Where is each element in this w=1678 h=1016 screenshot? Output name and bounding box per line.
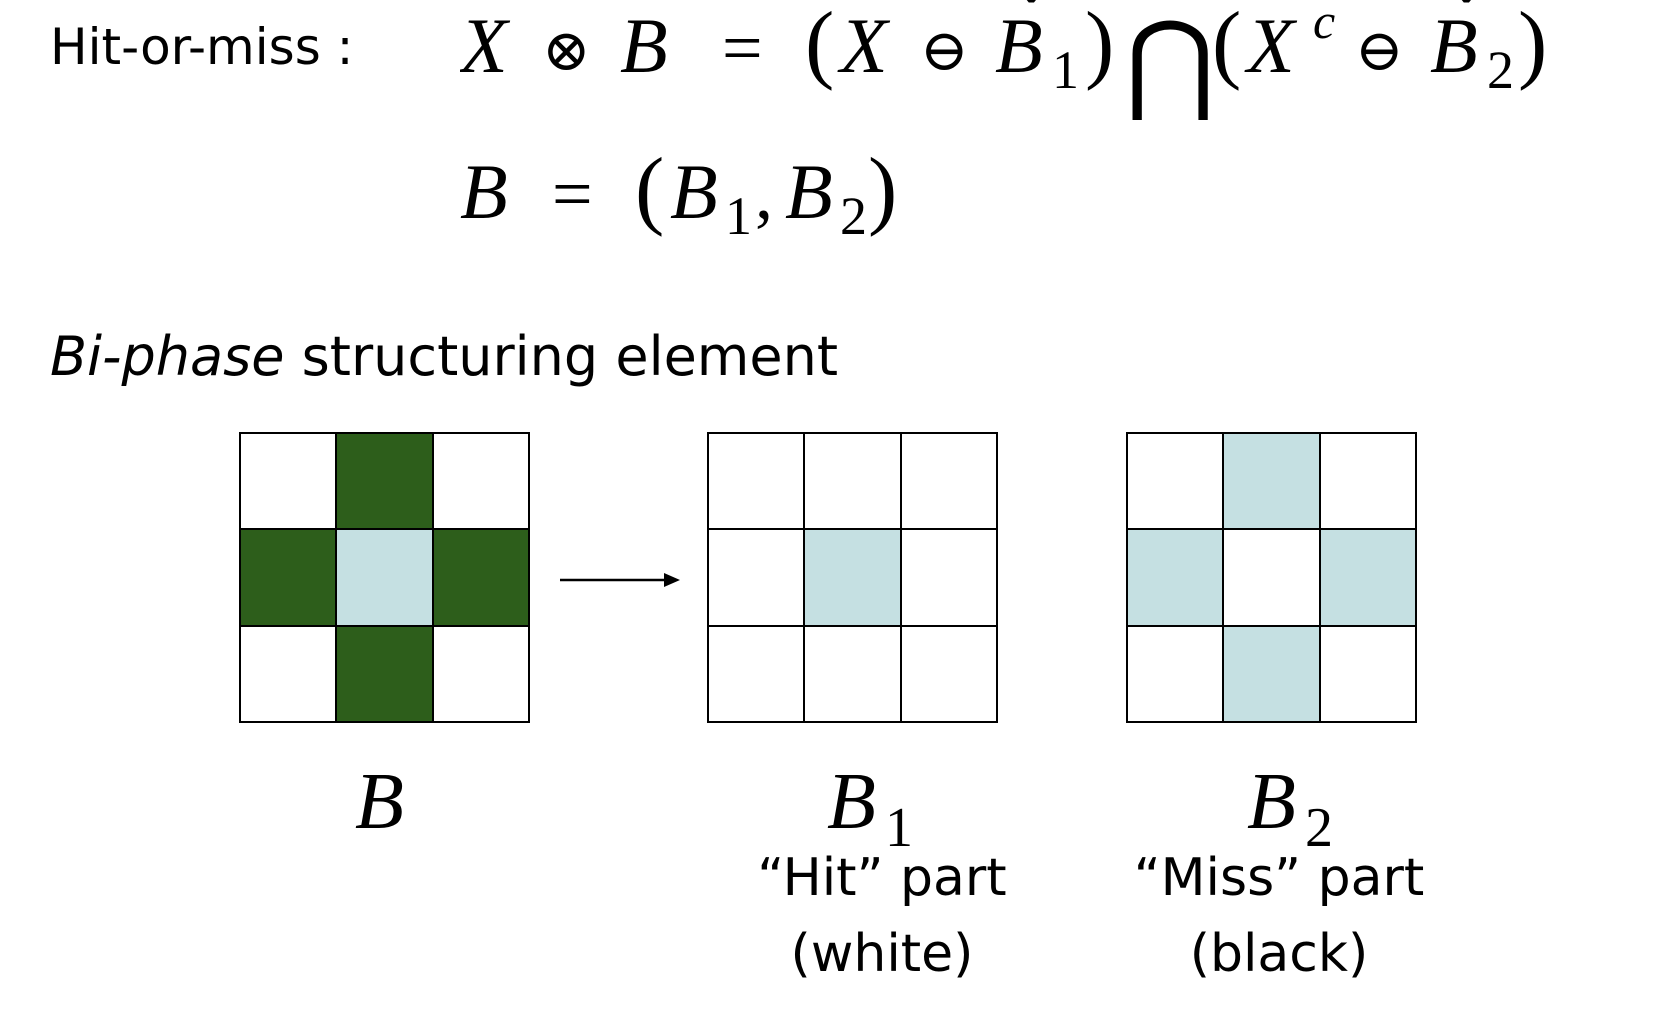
- grid-b1-caption-line2: (white): [790, 924, 974, 984]
- eq-check-1: ˇ: [1023, 0, 1040, 41]
- eq-x-2: X: [837, 2, 891, 89]
- grid-cell: [1319, 432, 1417, 530]
- grid-cell: [239, 625, 337, 723]
- def-sub-2: 2: [840, 186, 867, 246]
- grid-cell: [900, 432, 998, 530]
- section-title: Bi-phase structuring element: [50, 325, 838, 388]
- hit-or-miss-label: Hit-or-miss :: [50, 18, 354, 76]
- grid-cell: [803, 625, 902, 723]
- eq-paren-open-1: (: [805, 0, 834, 92]
- grid-cell: [803, 528, 902, 627]
- def-b2: B: [785, 148, 833, 235]
- grid-b2-caption: “Miss” part (black): [1109, 840, 1449, 992]
- def-paren-close: ): [868, 148, 897, 238]
- svg-text:1: 1: [885, 797, 913, 846]
- b-definition-equation: B = ( B 1 , B 2 ): [460, 148, 897, 246]
- grid-cell: [432, 528, 530, 627]
- grid-cell: [900, 528, 998, 627]
- grid-b2-caption-line2: (black): [1189, 924, 1369, 984]
- grid-border: [1126, 432, 1417, 723]
- svg-text:2: 2: [1305, 797, 1333, 846]
- grid-cell: [707, 528, 805, 627]
- eq-b-check-2: B: [1430, 2, 1478, 89]
- grid-cell: [1222, 625, 1321, 723]
- grid-cell: [432, 432, 530, 530]
- grid-cell: [707, 625, 805, 723]
- eq-b-check-1: B: [995, 2, 1043, 89]
- grid-b2-symbol: B 2: [1247, 758, 1333, 846]
- def-comma: ,: [755, 154, 773, 234]
- grid-cell: [239, 528, 337, 627]
- grid-cell: [1126, 625, 1224, 723]
- def-b1: B: [670, 148, 718, 235]
- def-paren-open: (: [635, 148, 664, 238]
- eq-x-3: X: [1244, 2, 1298, 89]
- eq-equals: =: [722, 8, 763, 88]
- eq-b: B: [620, 2, 668, 89]
- grid-cell: [900, 625, 998, 723]
- eq-erode-2: ⊖: [1355, 18, 1404, 83]
- eq-paren-close-1: ): [1085, 0, 1114, 92]
- grid-cell: [707, 432, 805, 530]
- eq-check-2: ˇ: [1458, 0, 1475, 41]
- svg-text:B: B: [355, 758, 404, 846]
- eq-sub-1: 1: [1052, 40, 1079, 100]
- grid-b1-caption: “Hit” part (white): [712, 840, 1052, 992]
- eq-x: X: [460, 2, 511, 89]
- grid-cell: [239, 432, 337, 530]
- grid-b2-caption-line1: “Miss” part: [1133, 848, 1425, 908]
- eq-hom-operator: ⊗: [542, 18, 591, 83]
- grid-b1-caption-line1: “Hit” part: [757, 848, 1007, 908]
- grid-cell: [432, 625, 530, 723]
- grid-cell: [1126, 432, 1224, 530]
- right-arrow-icon: [560, 573, 680, 587]
- grid-cell: [1126, 528, 1224, 627]
- eq-paren-open-2: (: [1212, 0, 1241, 92]
- def-b: B: [460, 148, 508, 235]
- grid-cell: [335, 528, 434, 627]
- grid-cell: [1222, 432, 1321, 530]
- def-equals: =: [552, 154, 593, 234]
- grid-b2: [1126, 432, 1417, 723]
- eq-erode-1: ⊖: [920, 18, 969, 83]
- section-title-italic: Bi-phase: [50, 325, 285, 388]
- grid-cell: [1222, 528, 1321, 627]
- eq-sup-c: c: [1313, 0, 1335, 49]
- eq-sub-2: 2: [1487, 40, 1514, 100]
- eq-intersect: ⋂: [1125, 2, 1215, 120]
- grid-cell: [335, 625, 434, 723]
- eq-paren-close-2: ): [1518, 0, 1547, 92]
- grid-border: [239, 432, 530, 723]
- grid-cell: [335, 432, 434, 530]
- grid-b-symbol: B: [355, 758, 404, 846]
- grid-b1-symbol: B 1: [827, 758, 913, 846]
- grid-border: [707, 432, 998, 723]
- hit-or-miss-equation: X ⊗ B = ( X ⊖ B ˇ 1 ) ⋂ ( X c ⊖ B ˇ 2 ): [460, 0, 1547, 120]
- grid-b: [239, 432, 530, 723]
- def-sub-1: 1: [725, 186, 752, 246]
- grid-cell: [1319, 528, 1417, 627]
- svg-text:B: B: [1247, 758, 1296, 846]
- grid-cell: [1319, 625, 1417, 723]
- section-title-rest: structuring element: [284, 325, 839, 388]
- grid-b1: [707, 432, 998, 723]
- grid-cell: [803, 432, 902, 530]
- svg-text:B: B: [827, 758, 876, 846]
